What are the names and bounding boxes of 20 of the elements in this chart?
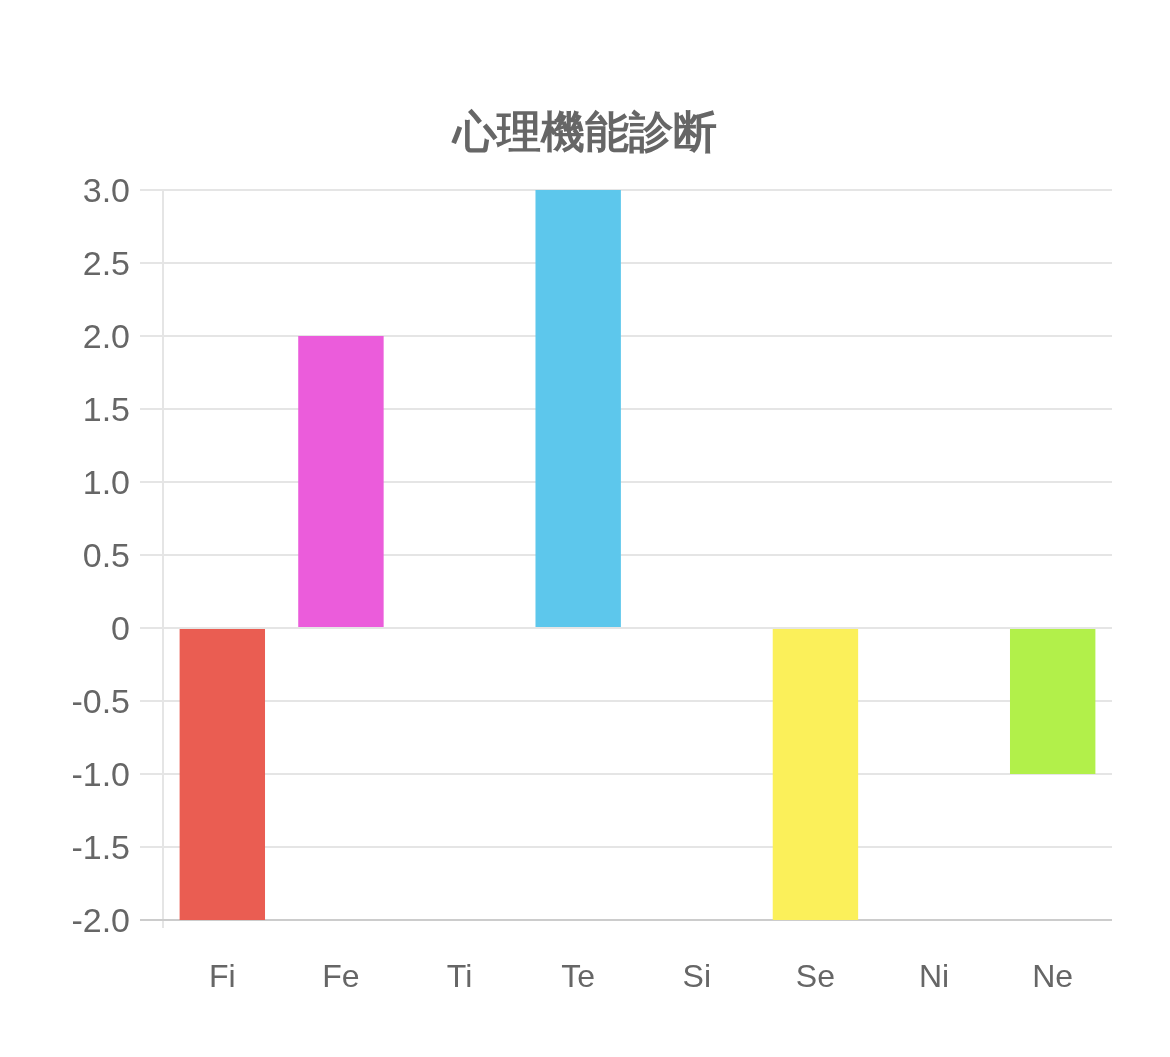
x-tick-label: Ne	[1032, 958, 1074, 994]
y-tick-label: -1.5	[71, 828, 130, 866]
x-tick-label: Ti	[446, 958, 473, 994]
y-tick-label: -1.0	[71, 755, 130, 793]
chart-title: 心理機能診断	[451, 107, 717, 156]
x-tick-label: Fi	[208, 958, 236, 994]
y-tick-label: 3.0	[82, 171, 130, 209]
y-tick-label: 1.0	[82, 463, 130, 501]
y-tick-label: 0.5	[82, 536, 130, 574]
y-tick-label: -2.0	[71, 901, 130, 939]
x-tick-label: Se	[795, 958, 836, 994]
y-tick-label: 0	[111, 609, 130, 647]
x-tick-label: Te	[561, 958, 596, 994]
y-tick-label: -0.5	[71, 682, 130, 720]
y-tick-label: 2.0	[82, 317, 130, 355]
y-tick-label: 2.5	[82, 244, 130, 282]
y-tick-label: 1.5	[82, 390, 130, 428]
x-tick-label: Fe	[322, 958, 360, 994]
x-tick-label: Ni	[918, 958, 950, 994]
x-tick-label: Si	[682, 958, 712, 994]
